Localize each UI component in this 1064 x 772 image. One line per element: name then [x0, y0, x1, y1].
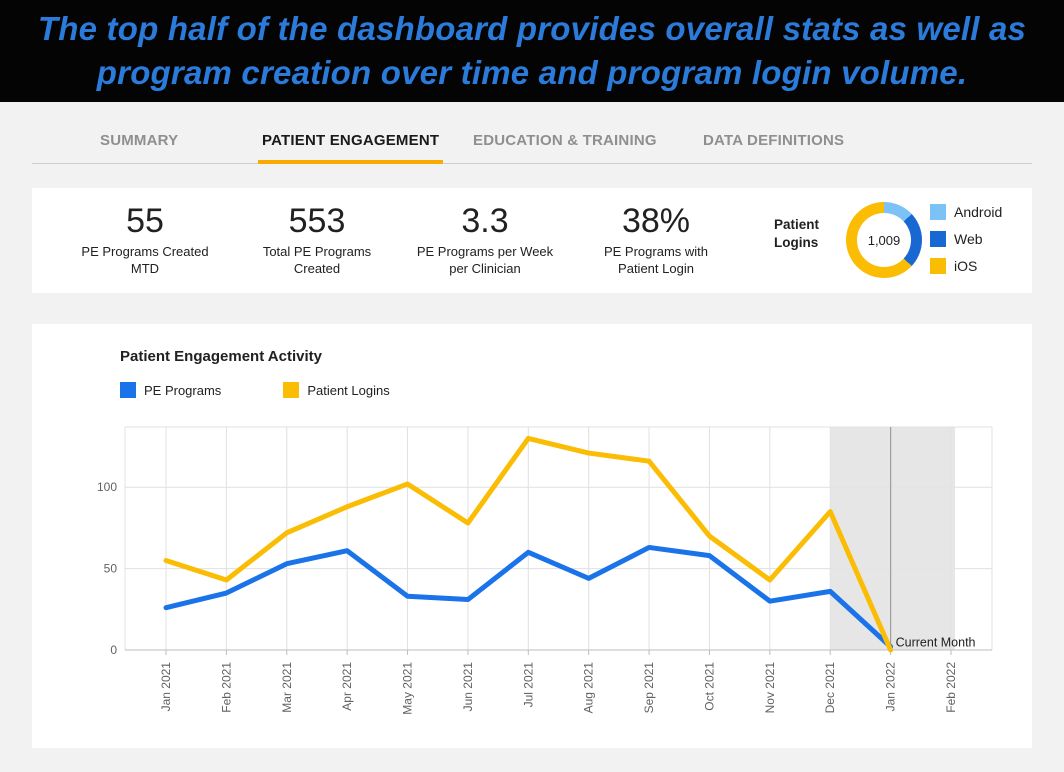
svg-text:Aug 2021: Aug 2021	[582, 662, 596, 714]
stat-total-pe-programs: 553 Total PE Programs Created	[252, 188, 382, 293]
legend-label: PE Programs	[144, 382, 222, 398]
ios-swatch-icon	[930, 257, 946, 274]
svg-text:Mar 2021: Mar 2021	[280, 662, 294, 713]
svg-text:0: 0	[110, 643, 117, 657]
stat-value: 553	[288, 201, 346, 240]
legend-item-web: Web	[930, 225, 1002, 252]
svg-text:Dec 2021: Dec 2021	[823, 662, 837, 714]
svg-text:Oct 2021: Oct 2021	[702, 662, 716, 711]
tab-education-training[interactable]: EDUCATION & TRAINING	[473, 132, 657, 149]
stat-pe-programs-created-mtd: 55 PE Programs Created MTD	[80, 188, 210, 293]
stats-card: 55 PE Programs Created MTD 553 Total PE …	[32, 188, 1032, 293]
stat-value: 38%	[621, 201, 691, 240]
patient-logins-legend: Android Web iOS	[930, 198, 1002, 279]
svg-text:100: 100	[97, 480, 117, 494]
legend-item-patient-logins: Patient Logins	[283, 382, 390, 398]
donut-hole: 1,009	[857, 213, 911, 267]
chart-card: Patient Engagement Activity PE Programs …	[32, 324, 1032, 748]
legend-label: Android	[954, 203, 1003, 220]
legend-item-ios: iOS	[930, 252, 1002, 279]
stat-value: 55	[126, 201, 164, 240]
patient-logins-total: 1,009	[867, 232, 901, 248]
legend-label: Web	[954, 230, 983, 247]
web-swatch-icon	[930, 230, 946, 247]
stat-label: PE Programs with Patient Login	[603, 244, 709, 277]
svg-text:Sep 2021: Sep 2021	[642, 662, 656, 714]
tab-patient-engagement[interactable]: PATIENT ENGAGEMENT	[258, 132, 444, 164]
tab-summary[interactable]: SUMMARY	[100, 132, 179, 149]
legend-label: iOS	[954, 257, 978, 274]
annotation-banner: The top half of the dashboard provides o…	[0, 0, 1064, 102]
legend-label: Patient Logins	[307, 382, 390, 398]
svg-text:Jul 2021: Jul 2021	[521, 662, 535, 708]
stat-pe-programs-per-week: 3.3 PE Programs per Week per Clinician	[415, 188, 555, 293]
annotation-line-2: program creation over time and program l…	[96, 54, 968, 91]
legend-item-pe-programs: PE Programs	[120, 382, 221, 398]
android-swatch-icon	[930, 203, 946, 220]
svg-text:Current Month: Current Month	[896, 636, 976, 650]
stat-pe-programs-patient-login: 38% PE Programs with Patient Login	[586, 188, 726, 293]
svg-text:Apr 2021: Apr 2021	[340, 662, 354, 711]
annotation-line-1: The top half of the dashboard provides o…	[37, 10, 1027, 48]
svg-text:Nov 2021: Nov 2021	[763, 662, 777, 714]
active-tab-underline	[258, 160, 444, 164]
svg-text:Jan 2021: Jan 2021	[159, 662, 173, 712]
svg-text:Feb 2022: Feb 2022	[944, 662, 958, 713]
tab-bar: SUMMARY PATIENT ENGAGEMENT EDUCATION & T…	[32, 102, 1032, 164]
patient-logins-label: Patient Logins	[774, 217, 820, 251]
legend-item-android: Android	[930, 198, 1002, 225]
svg-text:Jan 2022: Jan 2022	[884, 662, 898, 712]
stat-value: 3.3	[461, 201, 509, 240]
stat-label: PE Programs per Week per Clinician	[416, 244, 554, 277]
svg-text:Jun 2021: Jun 2021	[461, 662, 475, 712]
tab-data-definitions[interactable]: DATA DEFINITIONS	[703, 132, 845, 149]
chart-title: Patient Engagement Activity	[120, 348, 322, 365]
chart-legend: PE Programs Patient Logins	[120, 382, 452, 398]
tab-patient-engagement-label: PATIENT ENGAGEMENT	[262, 132, 440, 149]
stat-label: PE Programs Created MTD	[81, 244, 209, 277]
svg-text:May 2021: May 2021	[401, 662, 415, 715]
svg-text:Feb 2021: Feb 2021	[219, 662, 233, 713]
patient-logins-swatch-icon	[283, 382, 300, 398]
patient-logins-donut-chart: 1,009	[846, 202, 922, 278]
pe-programs-swatch-icon	[120, 382, 136, 398]
stat-label: Total PE Programs Created	[262, 244, 372, 277]
activity-line-chart: 0 50 100 Jan 2021 Feb 2021 Mar 2021 Apr 2021 Ma…	[97, 426, 993, 715]
svg-text:50: 50	[104, 562, 118, 576]
